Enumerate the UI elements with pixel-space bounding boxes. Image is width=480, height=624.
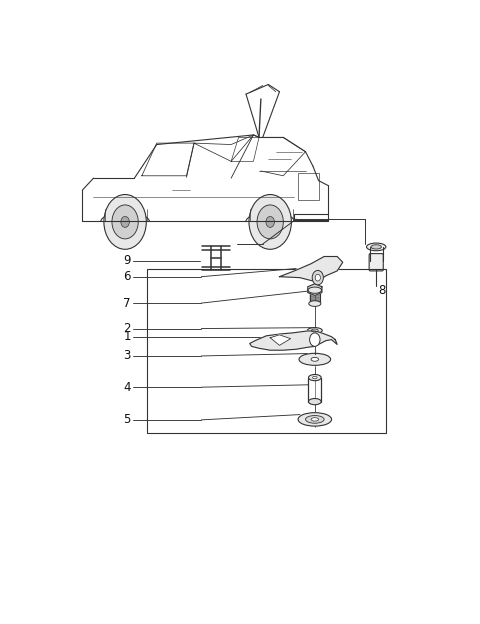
Circle shape	[312, 270, 324, 285]
Text: 8: 8	[378, 284, 385, 297]
Circle shape	[249, 195, 291, 250]
Text: 3: 3	[123, 349, 131, 363]
Circle shape	[104, 195, 146, 250]
Ellipse shape	[309, 399, 321, 405]
Polygon shape	[308, 284, 322, 296]
Bar	[147, 268, 385, 433]
Text: 6: 6	[123, 270, 131, 283]
Circle shape	[315, 275, 321, 281]
Ellipse shape	[312, 376, 317, 379]
Ellipse shape	[371, 245, 382, 249]
Text: 7: 7	[123, 296, 131, 310]
Circle shape	[310, 333, 320, 346]
Ellipse shape	[298, 412, 332, 426]
Text: 1: 1	[123, 330, 131, 343]
Ellipse shape	[306, 416, 324, 423]
Circle shape	[112, 205, 138, 239]
Ellipse shape	[311, 358, 319, 361]
Ellipse shape	[367, 243, 386, 251]
Ellipse shape	[312, 329, 318, 332]
Circle shape	[121, 217, 129, 227]
Text: 4: 4	[123, 381, 131, 394]
Ellipse shape	[307, 328, 322, 333]
Polygon shape	[270, 335, 291, 346]
Ellipse shape	[299, 353, 331, 365]
Circle shape	[266, 217, 275, 227]
Ellipse shape	[309, 374, 321, 381]
Text: 9: 9	[123, 255, 131, 267]
Ellipse shape	[309, 301, 321, 306]
Text: 2: 2	[123, 322, 131, 335]
Ellipse shape	[311, 417, 319, 421]
Polygon shape	[250, 331, 337, 350]
Bar	[298, 173, 319, 200]
Polygon shape	[279, 256, 343, 281]
FancyBboxPatch shape	[369, 253, 383, 271]
Circle shape	[257, 205, 283, 239]
Ellipse shape	[308, 287, 322, 293]
Text: 5: 5	[123, 413, 131, 426]
